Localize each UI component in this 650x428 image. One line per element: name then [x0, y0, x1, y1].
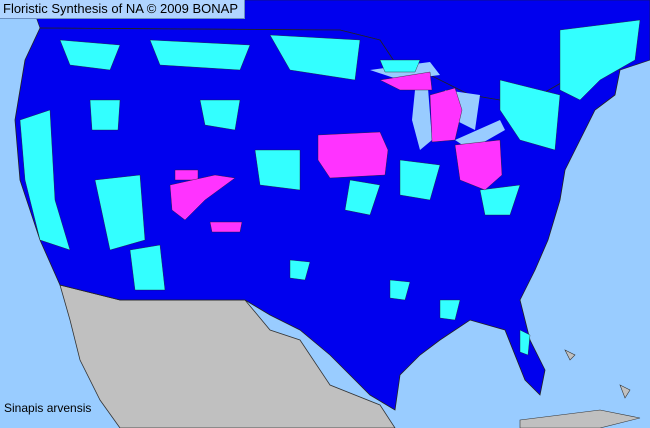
magenta-counties	[169, 71, 503, 233]
map-title: Floristic Synthesis of NA © 2009 BONAP	[0, 0, 246, 19]
cyan-counties	[19, 19, 641, 356]
caribbean-islands	[519, 349, 641, 428]
species-label: Sinapis arvensis	[4, 401, 92, 415]
